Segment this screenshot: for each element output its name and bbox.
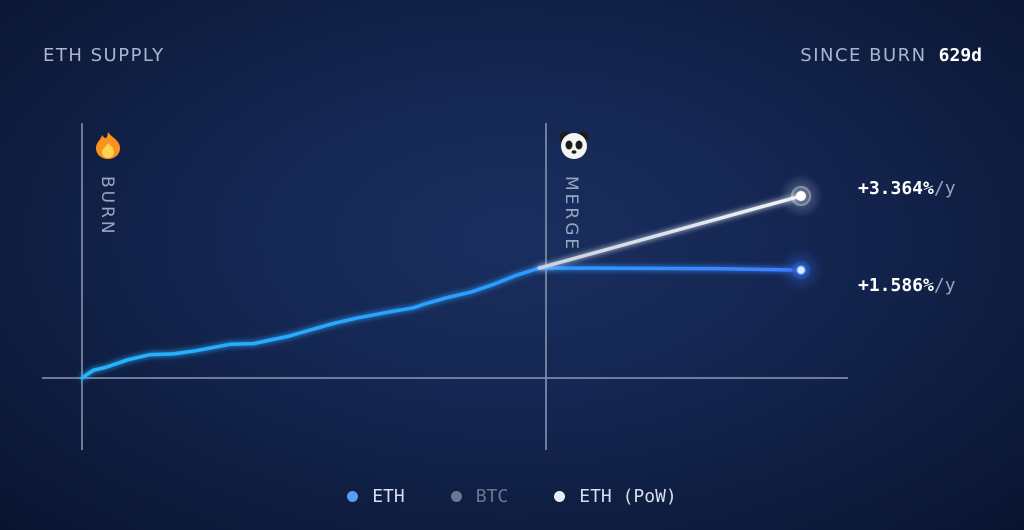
legend-eth-label: ETH	[372, 486, 405, 507]
legend-item-eth-pow[interactable]: ETH (PoW)	[554, 486, 677, 507]
legend-item-btc[interactable]: BTC	[450, 486, 509, 507]
eth-series-line	[80, 266, 803, 380]
eth-pow-end-point	[796, 191, 806, 201]
eth-end-point	[795, 264, 807, 276]
merge-marker-label: MERGE	[561, 176, 581, 252]
legend-item-eth[interactable]: ETH	[347, 486, 405, 507]
burn-marker-label: BURN	[97, 176, 117, 237]
eth-pow-rate-unit: /y	[934, 178, 956, 199]
eth-rate-label: +1.586%/y	[858, 275, 956, 296]
panda-icon	[559, 131, 589, 159]
eth-rate-unit: /y	[934, 275, 956, 296]
legend-eth-pow-swatch	[554, 491, 566, 502]
eth-pow-series-line	[537, 194, 803, 270]
since-burn-readout: SINCE BURN 629d	[800, 45, 982, 66]
legend-btc-label: BTC	[475, 486, 509, 507]
fire-icon	[96, 132, 120, 159]
legend-eth-swatch	[347, 491, 359, 502]
eth-pow-rate-label: +3.364%/y	[858, 178, 956, 199]
eth-pow-end-ring	[791, 186, 811, 206]
eth-rate-value: +1.586%	[858, 275, 934, 296]
chart-legend: ETH BTC ETH (PoW)	[0, 486, 1024, 507]
since-burn-days: 629d	[938, 45, 982, 66]
legend-eth-pow-label: ETH (PoW)	[579, 486, 677, 507]
chart-title: ETH SUPPLY	[43, 45, 165, 66]
eth-pow-rate-value: +3.364%	[858, 178, 934, 199]
since-burn-label: SINCE BURN	[800, 45, 927, 66]
legend-btc-swatch	[450, 491, 462, 502]
